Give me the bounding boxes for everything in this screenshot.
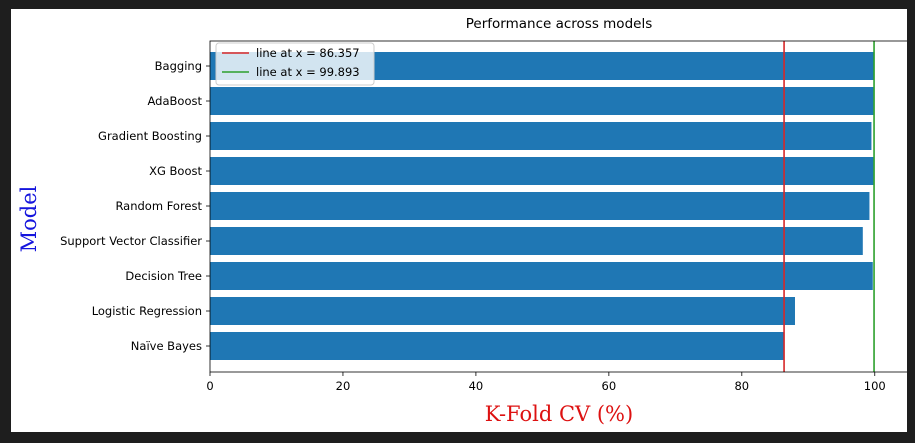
bar-support-vector-classifier bbox=[210, 227, 863, 255]
x-tick-label: 80 bbox=[734, 379, 749, 393]
x-tick-label: 20 bbox=[336, 379, 351, 393]
legend-label: line at x = 99.893 bbox=[256, 65, 360, 79]
y-tick-label: Gradient Boosting bbox=[98, 129, 202, 143]
bar-group bbox=[210, 52, 875, 360]
y-tick-label: Random Forest bbox=[115, 199, 202, 213]
bar-chart: Performance across models Bagging AdaBoos… bbox=[17, 16, 907, 426]
bar-gradient-boosting bbox=[210, 122, 872, 150]
bar-adaboost bbox=[210, 87, 874, 115]
y-tick-label: AdaBoost bbox=[148, 94, 203, 108]
plot-frame bbox=[209, 40, 907, 373]
y-tick-label: XG Boost bbox=[149, 164, 202, 178]
x-axis-label: K-Fold CV (%) bbox=[485, 402, 633, 426]
y-tick-label: Decision Tree bbox=[125, 269, 202, 283]
x-tick-label: 100 bbox=[864, 379, 886, 393]
bar-random-forest bbox=[210, 192, 870, 220]
y-tick-label: Support Vector Classifier bbox=[60, 234, 202, 248]
bar-decision-tree bbox=[210, 262, 873, 290]
legend-box bbox=[215, 42, 375, 86]
legend: line at x = 86.357 line at x = 99.893 bbox=[215, 42, 375, 86]
x-axis-ticks: 0 20 40 60 80 100 bbox=[206, 372, 886, 393]
bar-na-ve-bayes bbox=[210, 332, 785, 360]
x-tick-label: 60 bbox=[602, 379, 617, 393]
y-tick-label: Naïve Bayes bbox=[131, 339, 202, 353]
bar-xg-boost bbox=[210, 157, 874, 185]
y-axis-label: Model bbox=[17, 185, 41, 252]
y-tick-label: Bagging bbox=[155, 59, 202, 73]
chart-title: Performance across models bbox=[466, 16, 652, 32]
x-tick-label: 0 bbox=[206, 379, 213, 393]
legend-label: line at x = 86.357 bbox=[256, 46, 360, 60]
y-tick-label: Logistic Regression bbox=[92, 304, 202, 318]
chart-figure: Performance across models Bagging AdaBoos… bbox=[11, 9, 907, 432]
y-axis-ticks: Bagging AdaBoost Gradient Boosting XG Boost… bbox=[60, 59, 210, 353]
reference-lines bbox=[783, 41, 875, 372]
bar-logistic-regression bbox=[210, 297, 795, 325]
x-tick-label: 40 bbox=[469, 379, 484, 393]
